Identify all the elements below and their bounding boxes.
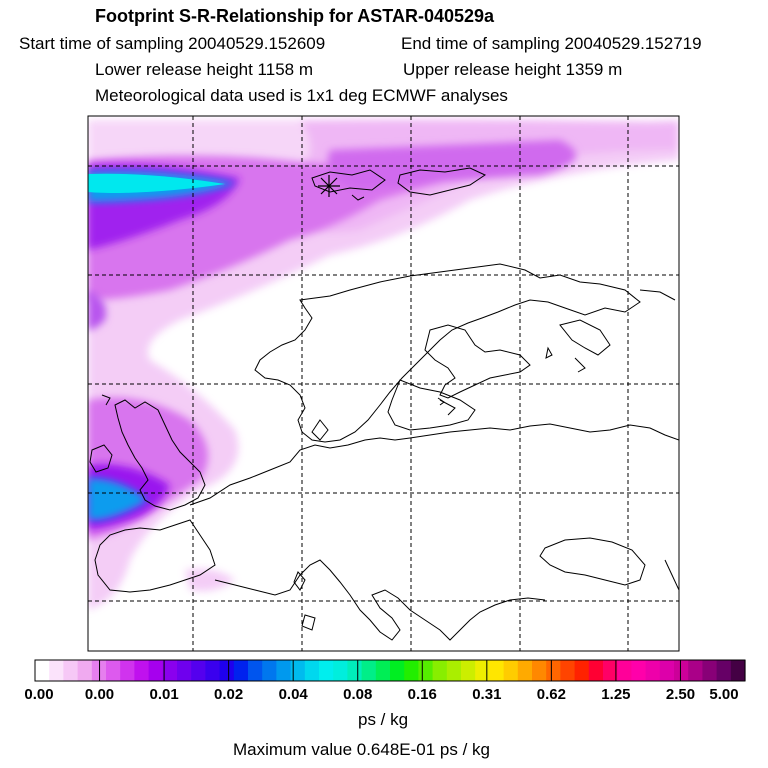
colorbar-swatch bbox=[375, 660, 391, 681]
colorbar-swatch bbox=[588, 660, 604, 681]
colorbar-swatch bbox=[489, 660, 505, 681]
footprint-maximum-area bbox=[88, 173, 225, 193]
colorbar-swatch bbox=[546, 660, 561, 681]
colorbar-swatch bbox=[730, 660, 746, 681]
footprint-field bbox=[88, 119, 679, 610]
colorbar-swatch bbox=[404, 660, 419, 681]
colorbar-tick-label: 0.00 bbox=[24, 686, 54, 703]
colorbar-swatch bbox=[631, 660, 647, 681]
colorbar-swatch bbox=[390, 660, 405, 681]
colorbar-frame bbox=[34, 659, 746, 682]
colorbar-swatch bbox=[177, 660, 192, 681]
colorbar-swatch bbox=[120, 660, 135, 681]
end-time-label: End time of sampling 20040529.152719 bbox=[401, 34, 702, 53]
colorbar-tick-label: 0.00 bbox=[84, 686, 115, 703]
colorbar bbox=[34, 659, 746, 682]
colorbar-swatch bbox=[347, 660, 363, 681]
colorbar-swatch bbox=[517, 660, 533, 681]
figure-title: Footprint S-R-Relationship for ASTAR-040… bbox=[95, 6, 495, 26]
colorbar-swatch bbox=[702, 660, 718, 681]
colorbar-tick-label: 0.04 bbox=[278, 686, 308, 703]
colorbar-swatch bbox=[205, 660, 221, 681]
colorbar-swatch bbox=[319, 660, 334, 681]
receptor-star-marker bbox=[318, 175, 340, 197]
colorbar-swatch bbox=[148, 660, 164, 681]
colorbar-swatch bbox=[191, 660, 206, 681]
colorbar-tick-label: 0.02 bbox=[214, 686, 244, 703]
colorbar-swatch bbox=[659, 660, 675, 681]
colorbar-swatch bbox=[49, 660, 64, 681]
colorbar-swatch bbox=[475, 660, 490, 681]
colorbar-swatch bbox=[35, 660, 50, 681]
colorbar-unit-label: ps / kg bbox=[358, 710, 409, 729]
colorbar-swatch bbox=[716, 660, 732, 681]
colorbar-swatch bbox=[503, 660, 519, 681]
colorbar-swatch bbox=[560, 660, 576, 681]
lower-release-height-label: Lower release height 1158 m bbox=[95, 60, 313, 79]
start-time-label: Start time of sampling 20040529.152609 bbox=[19, 34, 326, 53]
colorbar-swatch bbox=[233, 660, 249, 681]
coastlines bbox=[89, 167, 679, 641]
grid-lines bbox=[88, 116, 679, 651]
colorbar-tick-label: 0.16 bbox=[407, 686, 437, 703]
colorbar-swatch bbox=[645, 660, 661, 681]
colorbar-swatch bbox=[432, 660, 448, 681]
colorbar-swatch bbox=[361, 660, 377, 681]
colorbar-swatch bbox=[532, 660, 547, 681]
colorbar-tick-label: 0.62 bbox=[536, 686, 566, 703]
colorbar-swatch bbox=[219, 660, 235, 681]
colorbar-swatch bbox=[333, 660, 348, 681]
colorbar-swatch bbox=[248, 660, 263, 681]
colorbar-tick-label: 5.00 bbox=[709, 686, 739, 703]
upper-release-height-label: Upper release height 1359 m bbox=[403, 60, 623, 79]
colorbar-tick-label: 0.01 bbox=[149, 686, 179, 703]
colorbar-swatch bbox=[418, 660, 434, 681]
colorbar-swatch bbox=[262, 660, 277, 681]
colorbar-swatch bbox=[617, 660, 632, 681]
colorbar-swatch bbox=[276, 660, 292, 681]
map-frame bbox=[87, 115, 680, 652]
colorbar-swatch bbox=[674, 660, 689, 681]
colorbar-tick-label: 0.08 bbox=[343, 686, 373, 703]
colorbar-swatch bbox=[77, 660, 93, 681]
colorbar-swatch bbox=[63, 660, 79, 681]
colorbar-swatch bbox=[134, 660, 150, 681]
colorbar-swatch bbox=[304, 660, 320, 681]
met-data-label: Meteorological data used is 1x1 deg ECMW… bbox=[95, 86, 508, 105]
colorbar-tick-label: 1.25 bbox=[601, 686, 631, 703]
colorbar-tick-label: 0.31 bbox=[472, 686, 502, 703]
colorbar-swatch bbox=[446, 660, 462, 681]
colorbar-swatch bbox=[106, 660, 121, 681]
colorbar-swatch bbox=[688, 660, 703, 681]
maximum-value-label: Maximum value 0.648E-01 ps / kg bbox=[233, 740, 491, 759]
colorbar-swatch bbox=[290, 660, 306, 681]
colorbar-tick-label: 2.50 bbox=[665, 686, 696, 703]
colorbar-swatch bbox=[162, 660, 178, 681]
colorbar-swatch bbox=[461, 660, 476, 681]
colorbar-swatch bbox=[574, 660, 590, 681]
colorbar-swatch bbox=[603, 660, 618, 681]
